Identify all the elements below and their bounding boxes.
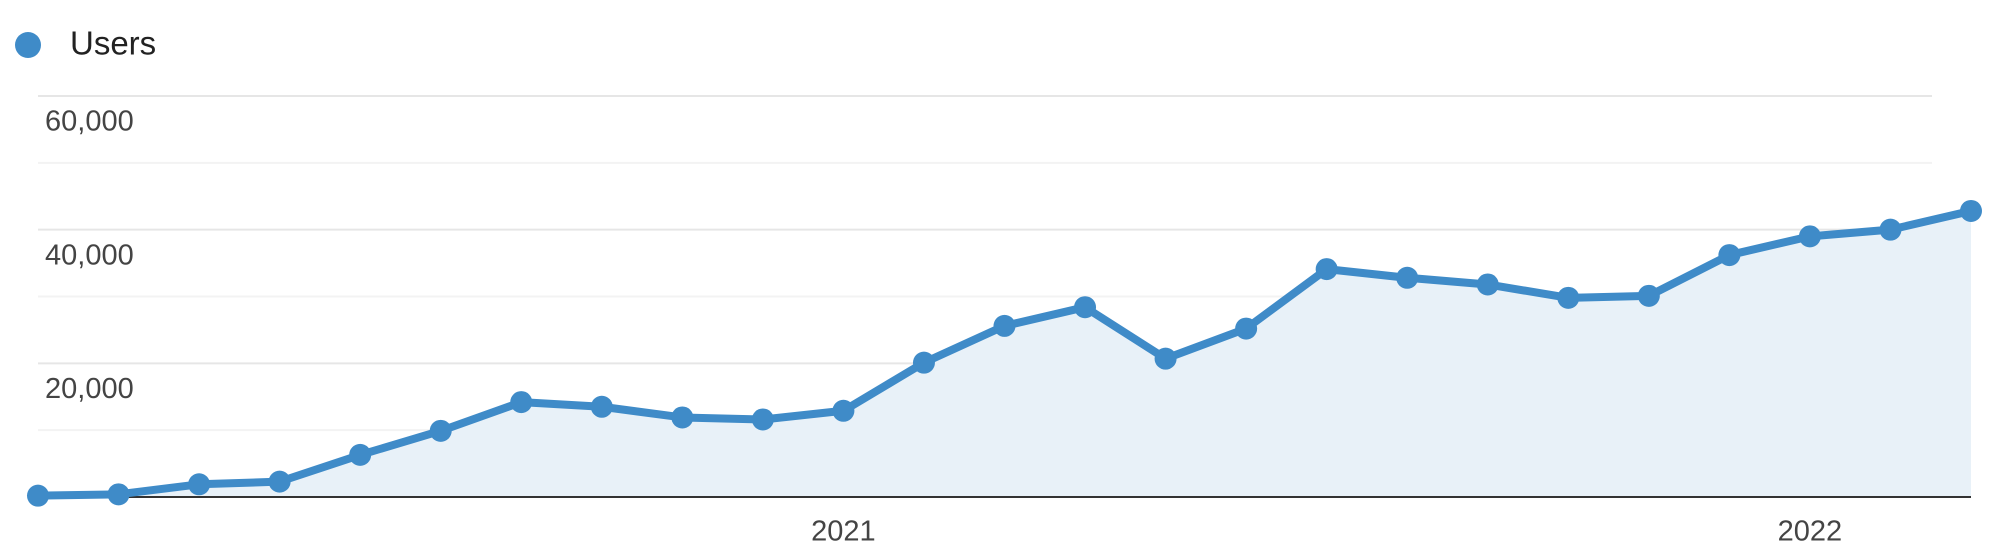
point xyxy=(1879,218,1902,241)
point xyxy=(27,484,49,507)
y-tick-label: 40,000 xyxy=(45,239,134,271)
point xyxy=(1396,266,1419,289)
point xyxy=(671,406,694,429)
point xyxy=(912,351,935,374)
point xyxy=(1154,347,1177,370)
point xyxy=(1960,199,1982,222)
point xyxy=(349,443,372,466)
point xyxy=(188,473,211,496)
point xyxy=(832,399,855,422)
point xyxy=(1476,273,1499,296)
y-tick-label: 20,000 xyxy=(45,373,134,405)
point xyxy=(1235,317,1258,340)
point xyxy=(1315,258,1338,281)
point xyxy=(993,314,1016,337)
point xyxy=(268,470,291,493)
y-tick-label: 60,000 xyxy=(45,106,134,138)
point xyxy=(1798,225,1821,248)
point xyxy=(107,483,130,506)
point xyxy=(429,419,452,442)
point xyxy=(1718,244,1741,267)
x-tick-label: 2021 xyxy=(811,516,876,548)
point xyxy=(1557,286,1580,309)
legend-dot xyxy=(15,32,41,58)
point xyxy=(1074,296,1097,319)
point xyxy=(590,395,613,418)
point xyxy=(751,408,774,431)
point xyxy=(1637,284,1660,307)
legend-label: Users xyxy=(70,25,156,62)
point xyxy=(510,391,533,414)
x-tick-label: 2022 xyxy=(1778,516,1843,548)
area xyxy=(38,210,1971,497)
